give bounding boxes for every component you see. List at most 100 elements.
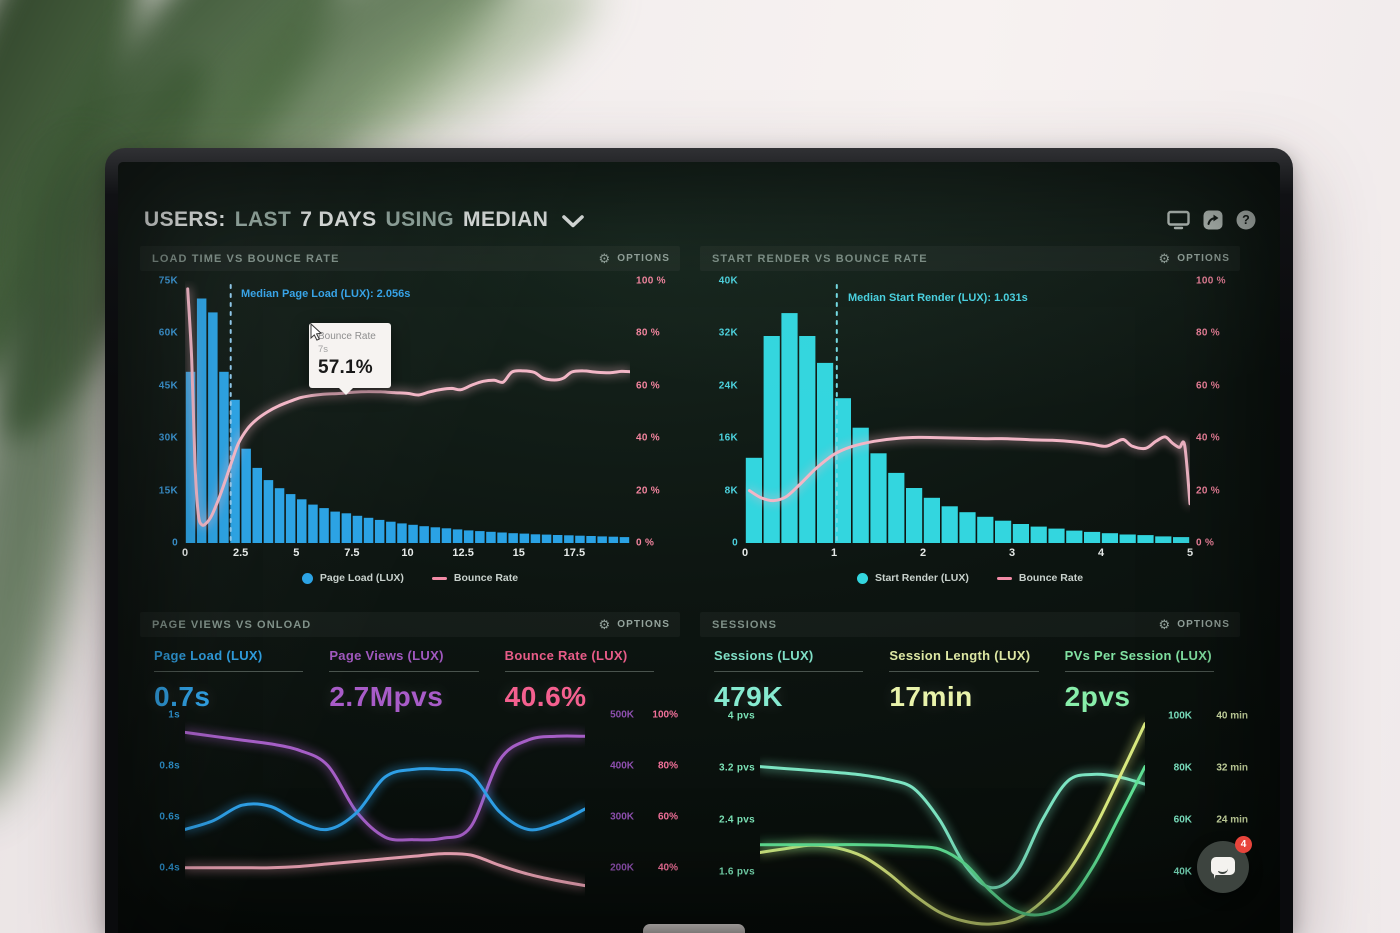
x-axis-tick: 17.5 [563, 547, 586, 559]
laptop: USERS: LAST 7 DAYS USING MEDIAN ? [105, 148, 1293, 933]
legend-item[interactable]: Bounce Rate [431, 572, 518, 584]
axis-tick: 0.4s [159, 862, 180, 874]
title-using: USING [385, 208, 455, 231]
axis-tick: 75K [158, 275, 178, 287]
chart-legend: Page Load (LUX) Bounce Rate [140, 572, 680, 584]
axis-tick: 80K 32 min [1173, 762, 1248, 774]
panel-start-render: START RENDER VS BOUNCE RATE ⚙ OPTIONS 40K… [700, 246, 1240, 602]
axis-tick: 100K 40 min [1168, 710, 1248, 722]
x-axis-tick: 2 [919, 547, 927, 559]
axis-tick: 60 % [636, 380, 660, 392]
legend-item[interactable]: Bounce Rate [996, 572, 1083, 584]
title-7days: 7 DAYS [300, 208, 377, 231]
axis-tick: 0.8s [159, 760, 180, 772]
x-axis-tick: 4 [1097, 547, 1105, 559]
axis-tick: 100 % [1196, 275, 1226, 287]
dashboard-screen: USERS: LAST 7 DAYS USING MEDIAN ? [118, 162, 1280, 933]
axis-tick: 60K 24 min [1173, 814, 1248, 826]
panel-title: SESSIONS [712, 618, 778, 631]
laptop-lid-notch [643, 924, 745, 933]
y-axis-left: 4 pvs 3.2 pvs 2.4 pvs 1.6 pvs [700, 710, 755, 933]
metric-underline [154, 671, 304, 672]
x-axis-tick: 0 [181, 547, 189, 559]
chat-launcher[interactable]: 4 [1197, 836, 1252, 893]
axis-tick: 40K [718, 275, 738, 287]
metric-bounce-rate: Bounce Rate (LUX) 40.6% [504, 648, 680, 713]
panel-header: START RENDER VS BOUNCE RATE ⚙ OPTIONS [700, 246, 1240, 271]
title-median: MEDIAN [463, 208, 549, 231]
metric-page-views: Page Views (LUX) 2.7Mpvs [329, 648, 504, 713]
axis-tick: 20 % [1196, 485, 1220, 497]
panel-load-time: LOAD TIME VS BOUNCE RATE ⚙ OPTIONS 75K 60K… [140, 246, 680, 602]
x-axis-tick: 1 [830, 547, 838, 559]
x-axis-tick: 3 [1008, 547, 1016, 559]
x-axis-tick: 2.5 [232, 547, 249, 559]
options-button[interactable]: ⚙ OPTIONS [1158, 251, 1230, 266]
tooltip-value: 57.1% [318, 357, 373, 378]
options-button[interactable]: ⚙ OPTIONS [598, 617, 670, 632]
axis-tick: 20 % [636, 485, 660, 497]
axis-tick: 100 % [636, 275, 666, 287]
x-axis-tick: 5 [293, 547, 300, 559]
metric-row: Page Load (LUX) 0.7s Page Views (LUX) 2.… [154, 648, 680, 713]
share-icon[interactable] [1203, 210, 1223, 230]
page-views-chart-plot[interactable] [185, 712, 585, 933]
axis-tick: 60 % [1196, 380, 1220, 392]
axis-tick: 0 % [1196, 537, 1215, 549]
chevron-down-icon [562, 214, 585, 227]
axis-tick: 40 % [1196, 432, 1220, 444]
options-button[interactable]: ⚙ OPTIONS [598, 251, 670, 266]
load-time-chart-plot[interactable]: Median Page Load (LUX): 2.056s Bounce Ra… [185, 281, 630, 543]
help-icon[interactable]: ? [1236, 210, 1256, 230]
legend-item[interactable]: Page Load (LUX) [301, 572, 404, 584]
panel-sessions: SESSIONS ⚙ OPTIONS Sessions (LUX) 479K Se… [700, 612, 1248, 933]
metric-underline [889, 671, 1039, 672]
axis-tick: 0.6s [159, 811, 180, 823]
x-axis-tick: 10 [401, 547, 414, 559]
metric-sessions: Sessions (LUX) 479K [714, 648, 889, 713]
x-axis-tick: 7.5 [344, 547, 360, 559]
options-button[interactable]: ⚙ OPTIONS [1158, 617, 1230, 632]
start-render-chart-plot[interactable]: Median Start Render (LUX): 1.031s [745, 281, 1190, 543]
sessions-chart-plot[interactable] [760, 712, 1145, 933]
panel-header: PAGE VIEWS VS ONLOAD ⚙ OPTIONS [140, 612, 680, 637]
metric-underline [1064, 671, 1214, 672]
users-filter-dropdown[interactable]: USERS: LAST 7 DAYS USING MEDIAN [144, 208, 585, 232]
axis-tick: 2.4 pvs [718, 814, 755, 826]
metric-underline [329, 671, 479, 672]
axis-tick: 80 % [1196, 327, 1220, 339]
axis-tick: 1s [168, 709, 180, 721]
gear-icon: ⚙ [1158, 251, 1172, 266]
metric-underline [714, 671, 864, 672]
axis-tick: 8K [724, 485, 738, 497]
axis-tick: 0 [732, 537, 738, 549]
axis-tick: 40 % [636, 432, 660, 444]
legend-item[interactable]: Start Render (LUX) [856, 572, 969, 584]
metric-underline [504, 671, 654, 672]
panel-page-views: PAGE VIEWS VS ONLOAD ⚙ OPTIONS Page Load … [140, 612, 680, 933]
y-axis-left: 75K 60K 45K 30K 15K 0 [140, 276, 178, 549]
x-axis-tick: 0 [741, 547, 749, 559]
tooltip-bucket: 7s [318, 344, 329, 355]
axis-tick: 16K [718, 432, 738, 444]
axis-tick: 45K [158, 380, 178, 392]
axis-tick: 1.6 pvs [718, 866, 755, 878]
y-axis-right: 100K 40 min 80K 32 min 60K 24 min 40K [1152, 710, 1248, 933]
y-axis-right: 100 % 80 % 60 % 40 % 20 % 0 % [636, 276, 680, 549]
axis-tick: 80 % [636, 327, 660, 339]
axis-tick: 3.2 pvs [718, 762, 755, 774]
display-icon[interactable] [1167, 210, 1190, 230]
axis-tick: 4 pvs [727, 710, 755, 722]
axis-tick: 24K [718, 380, 738, 392]
x-axis-tick: 15 [512, 547, 525, 559]
svg-text:?: ? [1242, 213, 1250, 227]
axis-tick: 30K [158, 432, 178, 444]
metric-pvs-per-session: PVs Per Session (LUX) 2pvs [1064, 648, 1240, 713]
metric-page-load: Page Load (LUX) 0.7s [154, 648, 329, 713]
gear-icon: ⚙ [598, 617, 612, 632]
gear-icon: ⚙ [1158, 617, 1172, 632]
title-last: LAST [234, 208, 292, 231]
axis-tick: 500K 100% [610, 709, 678, 721]
axis-tick: 60K [158, 327, 178, 339]
